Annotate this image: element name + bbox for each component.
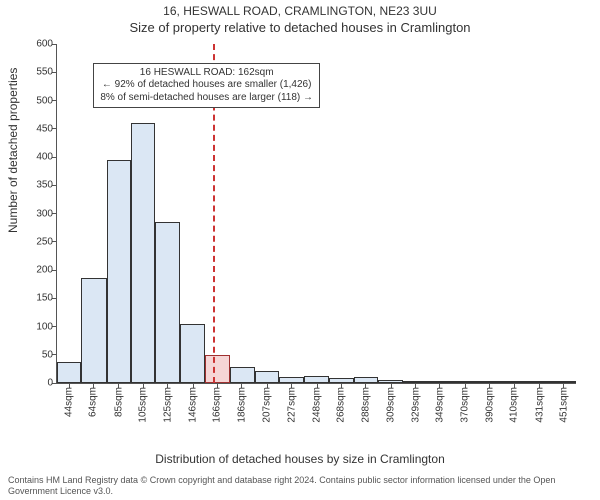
ytick-label: 350 bbox=[36, 180, 53, 191]
xtick-label: 349sqm bbox=[434, 387, 445, 423]
figure: 16, HESWALL ROAD, CRAMLINGTON, NE23 3UU … bbox=[0, 0, 600, 500]
xtick-label: 431sqm bbox=[534, 387, 545, 423]
xtick-label: 207sqm bbox=[262, 387, 273, 423]
ytick-label: 550 bbox=[36, 67, 53, 78]
xtick-label: 268sqm bbox=[336, 387, 347, 423]
xtick-label: 44sqm bbox=[64, 387, 75, 417]
ytick-label: 500 bbox=[36, 95, 53, 106]
ytick-label: 50 bbox=[42, 349, 53, 360]
histogram-bar bbox=[230, 367, 256, 383]
figure-supertitle: 16, HESWALL ROAD, CRAMLINGTON, NE23 3UU bbox=[0, 4, 600, 18]
xtick-label: 309sqm bbox=[386, 387, 397, 423]
xtick-label: 186sqm bbox=[236, 387, 247, 423]
xtick-label: 166sqm bbox=[212, 387, 223, 423]
histogram-bar bbox=[81, 278, 107, 383]
ytick-label: 600 bbox=[36, 39, 53, 50]
histogram-bar bbox=[131, 123, 155, 383]
xtick-label: 451sqm bbox=[558, 387, 569, 423]
xtick-label: 288sqm bbox=[360, 387, 371, 423]
ytick-label: 200 bbox=[36, 265, 53, 276]
histogram-bar bbox=[107, 160, 131, 383]
annotation-box: 16 HESWALL ROAD: 162sqm← 92% of detached… bbox=[93, 63, 320, 109]
histogram-bar bbox=[205, 355, 229, 383]
ytick-label: 150 bbox=[36, 293, 53, 304]
ytick-label: 300 bbox=[36, 208, 53, 219]
histogram-bar bbox=[155, 222, 179, 383]
xtick-label: 64sqm bbox=[88, 387, 99, 417]
histogram-bar bbox=[428, 381, 454, 383]
y-axis-label: Number of detached properties bbox=[6, 68, 20, 233]
ytick-label: 0 bbox=[47, 378, 53, 389]
histogram-bar bbox=[180, 324, 206, 383]
xtick-label: 146sqm bbox=[188, 387, 199, 423]
histogram-bar bbox=[304, 376, 330, 383]
xtick-label: 370sqm bbox=[460, 387, 471, 423]
xtick-label: 390sqm bbox=[484, 387, 495, 423]
histogram-bar bbox=[255, 371, 279, 383]
xtick-label: 105sqm bbox=[138, 387, 149, 423]
ytick-label: 450 bbox=[36, 123, 53, 134]
xtick-label: 248sqm bbox=[312, 387, 323, 423]
xtick-label: 410sqm bbox=[509, 387, 520, 423]
xtick-label: 125sqm bbox=[162, 387, 173, 423]
figure-title: Size of property relative to detached ho… bbox=[0, 20, 600, 35]
ytick-label: 100 bbox=[36, 321, 53, 332]
plot-area: 05010015020025030035040045050055060044sq… bbox=[56, 44, 576, 384]
x-axis-label: Distribution of detached houses by size … bbox=[0, 452, 600, 466]
footnote: Contains HM Land Registry data © Crown c… bbox=[8, 475, 592, 497]
xtick-label: 85sqm bbox=[113, 387, 124, 417]
histogram-bar bbox=[57, 362, 81, 383]
ytick-label: 250 bbox=[36, 236, 53, 247]
xtick-label: 227sqm bbox=[286, 387, 297, 423]
xtick-label: 329sqm bbox=[410, 387, 421, 423]
ytick-label: 400 bbox=[36, 152, 53, 163]
